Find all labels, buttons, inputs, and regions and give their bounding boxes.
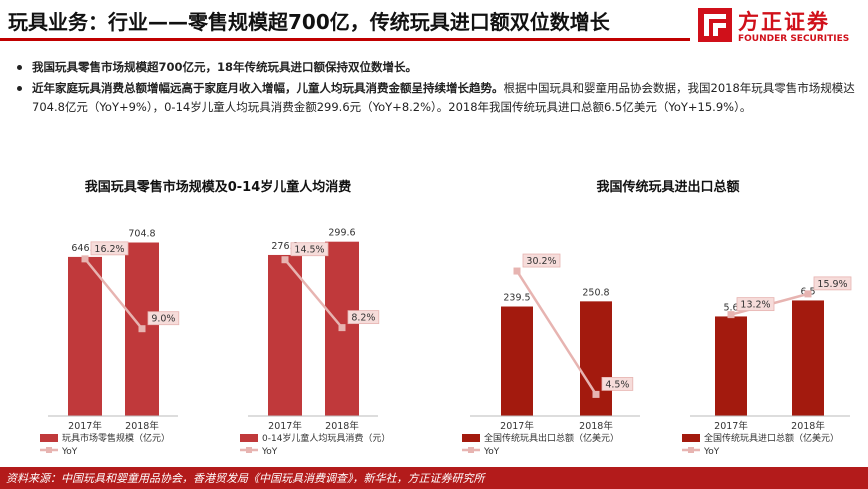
logo-text-en: FOUNDER SECURITIES [738, 34, 850, 44]
bar [501, 306, 533, 416]
bar [268, 254, 302, 416]
bullet-bold-text: 我国玩具零售市场规模超700亿元，18年传统玩具进口额保持双位数增长。 [32, 60, 418, 74]
yoy-line [284, 258, 343, 329]
bar [580, 301, 612, 416]
logo-text-cn: 方正证券 [738, 10, 830, 34]
legend-swatch-bar [240, 434, 258, 442]
yoy-label-box [736, 297, 775, 312]
x-tick-label: 2018年 [325, 420, 359, 432]
source-text: 资料来源：中国玩具和婴童用品协会，香港贸发局《中国玩具消费调查》，新华社，方正证… [6, 472, 485, 485]
legend-label-bar: 玩具市场零售规模（亿元） [62, 432, 170, 444]
x-tick-label: 2017年 [500, 420, 534, 432]
yoy-point [138, 325, 146, 333]
yoy-point [81, 255, 89, 263]
legend-label-line: YoY [261, 447, 278, 457]
yoy-line [515, 270, 598, 396]
yoy-value-label: 9.0% [151, 314, 175, 325]
yoy-point [592, 390, 600, 398]
yoy-point [338, 324, 346, 332]
chart-title-right: 我国传统玩具进出口总额 [596, 180, 740, 195]
bar [715, 316, 747, 416]
legend-swatch-marker [246, 447, 252, 453]
legend-label-line: YoY [61, 447, 78, 457]
yoy-point [281, 256, 289, 264]
yoy-label-box [601, 376, 634, 391]
legend-label-bar: 全国传统玩具进口总额（亿美元） [704, 432, 839, 444]
bullet-item: 近年家庭玩具消费总额增幅远高于家庭月收入增幅，儿童人均玩具消费金额呈持续增长趋势… [14, 79, 859, 117]
x-tick-label: 2017年 [68, 420, 102, 432]
bullet-item: 我国玩具零售市场规模超700亿元，18年传统玩具进口额保持双位数增长。 [14, 58, 859, 77]
charts-canvas: 646.3 704.8 2017年 2018年 16.2% 9.0% 玩具市场零售规模（亿元… [40, 228, 852, 457]
x-tick-label: 2017年 [268, 420, 302, 432]
source-bar: 资料来源：中国玩具和婴童用品协会，香港贸发局《中国玩具消费调查》，新华社，方正证… [0, 467, 868, 489]
yoy-label-box [347, 310, 380, 325]
bar-value-label: 704.8 [128, 229, 155, 240]
x-tick-label: 2018年 [125, 420, 159, 432]
yoy-point [804, 290, 812, 298]
yoy-value-label: 13.2% [740, 300, 770, 311]
yoy-value-label: 15.9% [817, 279, 847, 290]
legend-label-bar: 全国传统玩具出口总额（亿美元） [484, 432, 619, 444]
bar-value-label: 646.3 [71, 243, 98, 254]
yoy-value-label: 30.2% [526, 256, 556, 267]
page-title: 玩具业务：行业——零售规模超700亿，传统玩具进口额双位数增长 [8, 10, 610, 34]
legend-label-bar: 0-14岁儿童人均玩具消费（元） [262, 432, 390, 444]
bar-value-label: 299.6 [328, 228, 355, 239]
legend-swatch-marker [46, 447, 52, 453]
bar-value-label: 250.8 [582, 287, 609, 298]
legend-swatch-marker [688, 447, 694, 453]
legend-swatch-bar [40, 434, 58, 442]
legend-label-line: YoY [703, 447, 720, 457]
bar-value-label: 5.6 [723, 302, 738, 313]
yoy-point [513, 267, 521, 275]
logo-mark-icon [698, 8, 732, 42]
bar-value-label: 276.8 [271, 241, 298, 252]
bullet-text: 根据中国玩具和婴童用品协会数据，我国2018年玩具零售市场规模达704.8亿元（… [32, 81, 855, 114]
yoy-label-box [813, 276, 852, 291]
yoy-point [727, 311, 735, 319]
legend-label-line: YoY [483, 447, 500, 457]
yoy-value-label: 14.5% [294, 245, 324, 256]
yoy-label-box [290, 242, 329, 257]
yoy-label-box [90, 241, 129, 256]
legend-swatch-marker [468, 447, 474, 453]
yoy-line [84, 258, 143, 330]
bullet-bold-text: 近年家庭玩具消费总额增幅远高于家庭月收入增幅，儿童人均玩具消费金额呈持续增长趋势… [32, 81, 504, 95]
legend-swatch-bar [682, 434, 700, 442]
company-logo: 方正证券 FOUNDER SECURITIES [698, 6, 864, 50]
yoy-value-label: 16.2% [94, 244, 124, 255]
chart-title-left: 我国玩具零售市场规模及0-14岁儿童人均消费 [84, 180, 352, 195]
yoy-value-label: 8.2% [351, 313, 375, 324]
x-tick-label: 2018年 [579, 420, 613, 432]
yoy-label-box [147, 311, 180, 326]
summary-bullets: 我国玩具零售市场规模超700亿元，18年传统玩具进口额保持双位数增长。 近年家庭… [14, 58, 859, 119]
x-tick-label: 2017年 [714, 420, 748, 432]
bar [792, 300, 824, 416]
legend-swatch-bar [462, 434, 480, 442]
yoy-label-box [522, 253, 561, 268]
bar [68, 256, 102, 416]
yoy-value-label: 4.5% [605, 379, 629, 390]
bar-value-label: 239.5 [503, 293, 530, 304]
title-underline [0, 38, 690, 41]
x-tick-label: 2018年 [791, 420, 825, 432]
